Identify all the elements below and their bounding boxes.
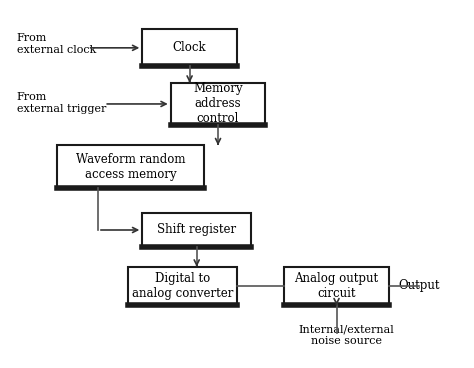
Text: Output: Output <box>398 279 440 292</box>
Text: Shift register: Shift register <box>157 223 236 237</box>
Text: Digital to
analog converter: Digital to analog converter <box>132 272 233 300</box>
Bar <box>128 267 237 305</box>
Bar <box>142 29 237 66</box>
Text: From
external clock: From external clock <box>17 33 96 55</box>
Text: Waveform random
access memory: Waveform random access memory <box>75 152 185 181</box>
Text: Clock: Clock <box>173 41 206 54</box>
Bar <box>57 145 204 188</box>
Bar <box>284 267 389 305</box>
Text: Analog output
circuit: Analog output circuit <box>294 272 379 300</box>
Text: From
external trigger: From external trigger <box>17 92 106 114</box>
Bar <box>142 213 251 247</box>
Bar <box>171 83 265 125</box>
Text: Internal/external
noise source: Internal/external noise source <box>298 325 394 346</box>
Text: Memory
address
control: Memory address control <box>193 82 243 125</box>
